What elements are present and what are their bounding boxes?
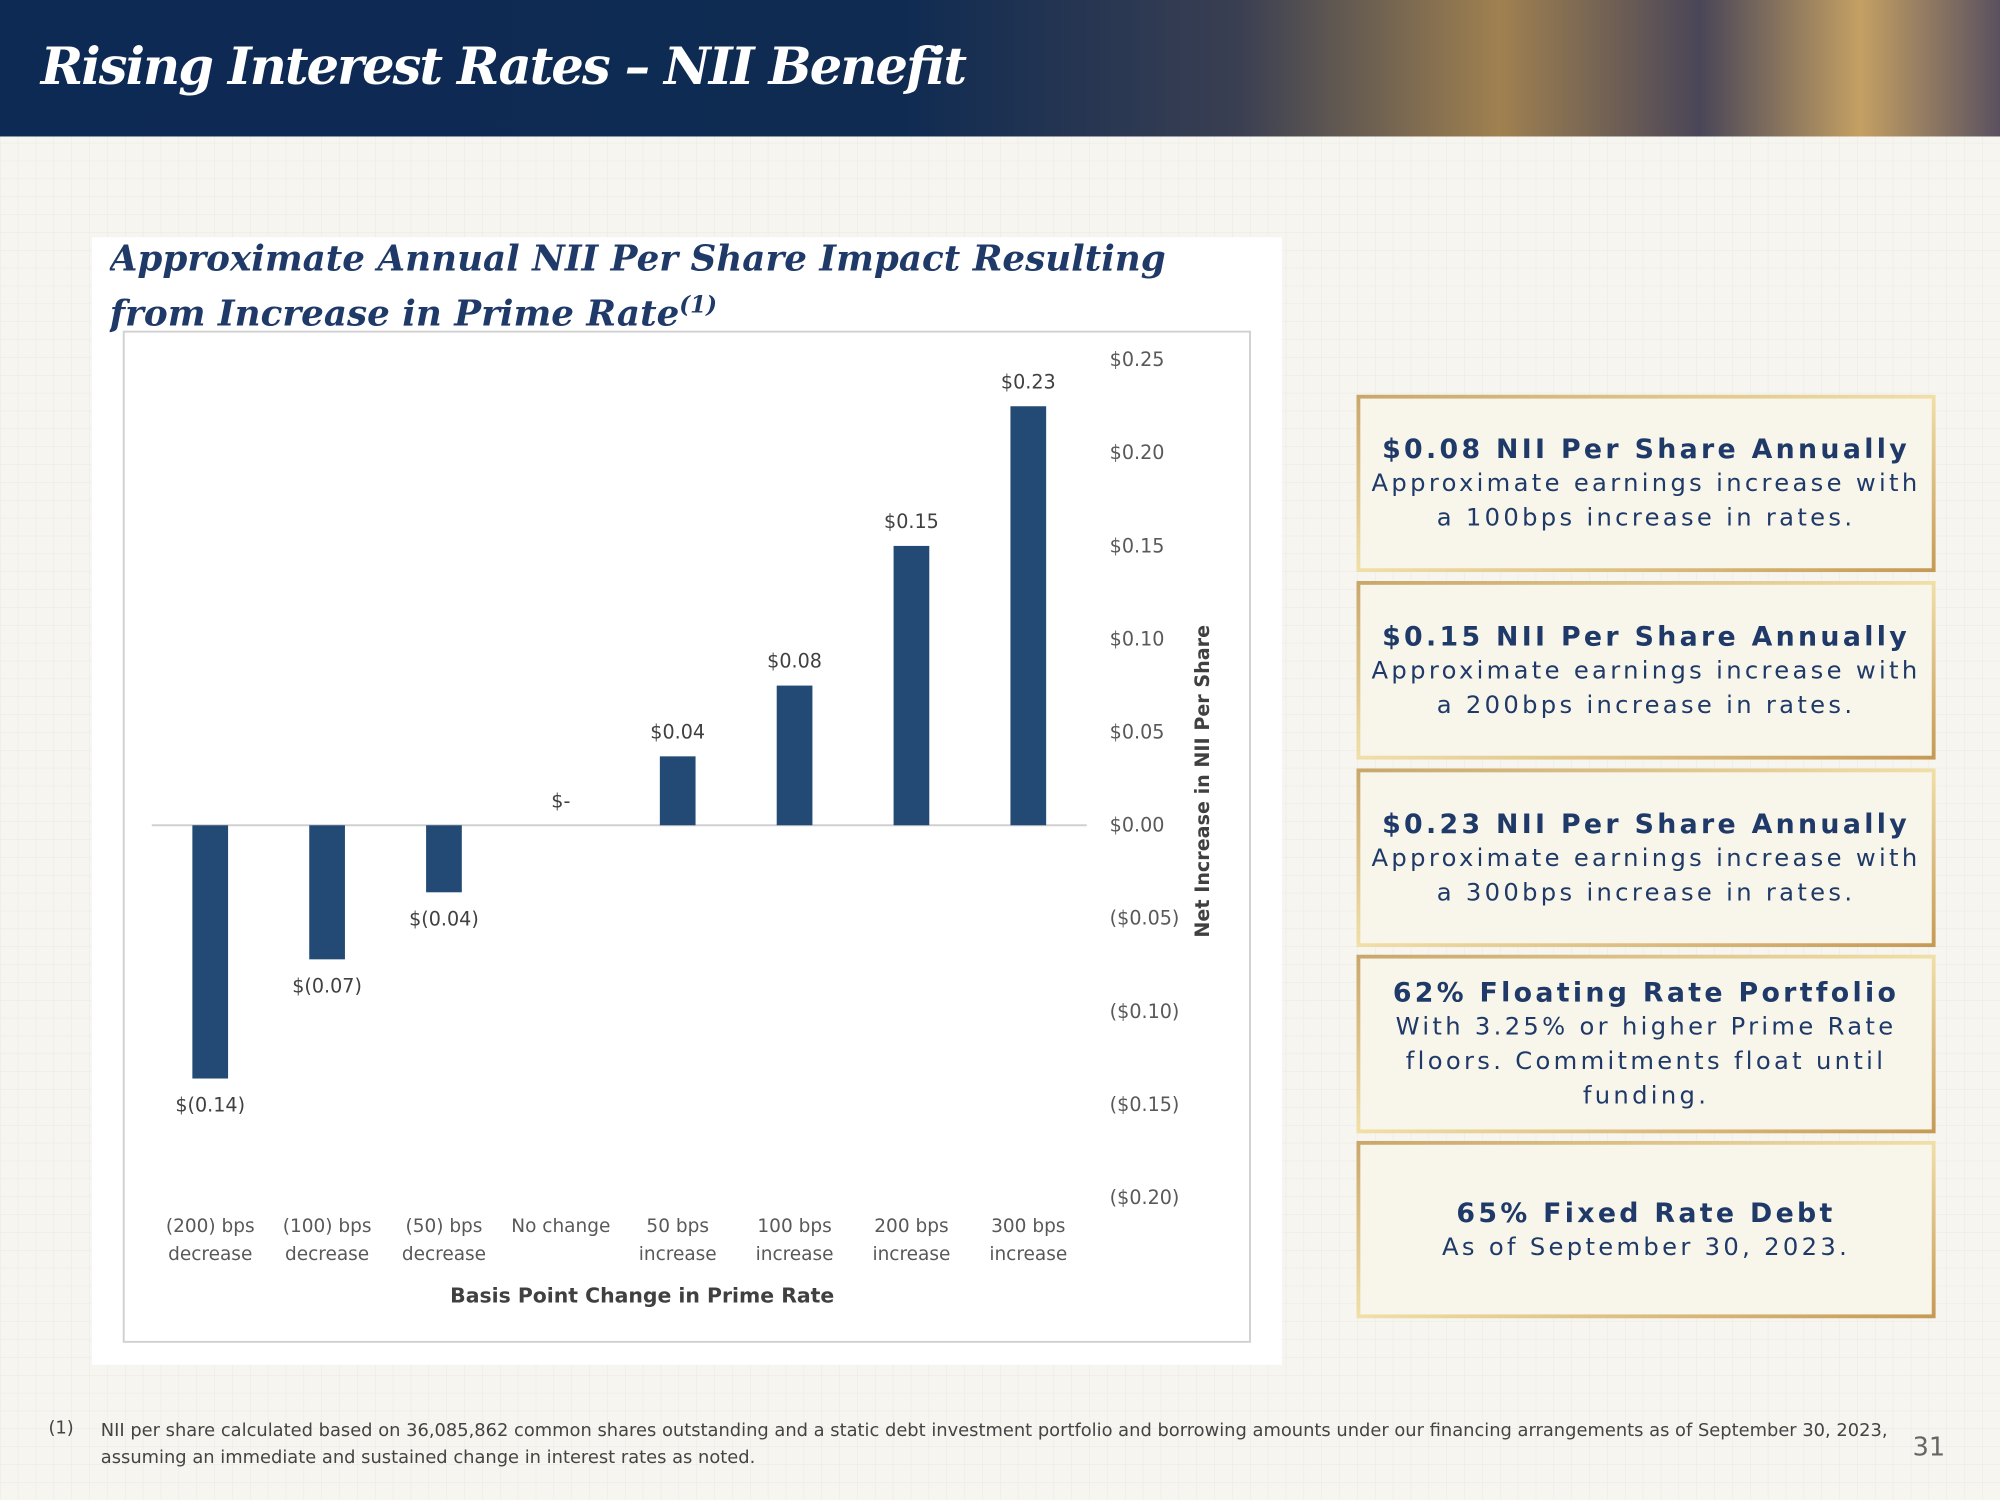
y-tick-label: ($0.10) — [1110, 1000, 1180, 1023]
x-tick-label: 200 bps increase — [872, 1216, 951, 1266]
callout-text: Approximate earnings increase with a 300… — [1371, 843, 1921, 907]
callout-box: $0.23 NII Per Share Annually Approximate … — [1371, 770, 1921, 945]
bar — [776, 685, 813, 826]
callout-heading: 62% Floating Rate Portfolio — [1392, 977, 1900, 1008]
bar — [426, 825, 462, 893]
chart-title: Approximate Annual NII Per Share Impact … — [110, 235, 1232, 337]
y-tick-label: $0.25 — [1110, 348, 1165, 371]
callout-box: $0.08 NII Per Share Annually Approximate … — [1371, 397, 1921, 570]
y-tick-label: ($0.15) — [1110, 1093, 1180, 1116]
x-axis-title: Basis Point Change in Prime Rate — [450, 1283, 834, 1307]
y-axis-title: Net Increase in NII Per Share — [1191, 625, 1214, 938]
value-label: $0.15 — [884, 510, 939, 533]
value-label: $(0.04) — [409, 907, 479, 930]
bar — [1010, 406, 1047, 826]
header-band — [0, 0, 2000, 137]
footnote-marker: (1) — [48, 1418, 74, 1439]
x-tick-label-box: (100) bps decrease — [282, 1216, 372, 1266]
callout-heading: $0.23 NII Per Share Annually — [1382, 808, 1910, 839]
x-tick-label: 300 bps increase — [989, 1216, 1068, 1266]
x-tick-label: No change — [511, 1216, 611, 1238]
x-tick-label-box: (200) bps decrease — [165, 1216, 255, 1266]
plot-frame — [122, 330, 1251, 1343]
chart-title-note: (1) — [679, 292, 718, 319]
footnote-text-box: NII per share calculated based on 36,085… — [100, 1420, 1888, 1469]
x-tick-label-box: (50) bps decrease — [401, 1216, 487, 1266]
callout: 62% Floating Rate Portfolio With 3.25% or… — [1371, 957, 1921, 1132]
callout-border — [1356, 1140, 1936, 1319]
callout-border — [1356, 394, 1936, 573]
bar — [893, 545, 930, 826]
chart-title-box: Approximate Annual NII Per Share Impact … — [110, 235, 1232, 337]
x-tick-label: 50 bps increase — [638, 1216, 717, 1266]
chart-title-text: Approximate Annual NII Per Share Impact … — [109, 237, 1166, 335]
callout-text: Approximate earnings increase with a 200… — [1371, 656, 1921, 719]
x-tick-label-box: 200 bps increase — [872, 1216, 951, 1266]
callout-border — [1356, 580, 1936, 760]
value-label: $(0.14) — [175, 1094, 245, 1117]
value-label: $(0.07) — [292, 975, 362, 998]
x-tick-label: (200) bps decrease — [165, 1216, 255, 1266]
value-label: $- — [551, 789, 570, 812]
callout-box: 65% Fixed Rate Debt As of September 30, 2… — [1371, 1143, 1921, 1316]
y-tick-label: $0.00 — [1110, 814, 1165, 837]
callout-box: $0.15 NII Per Share Annually Approximate … — [1371, 583, 1921, 758]
callout-border — [1356, 768, 1936, 948]
callout-box: 62% Floating Rate Portfolio With 3.25% or… — [1371, 957, 1921, 1132]
y-tick-label: ($0.05) — [1110, 907, 1180, 930]
callout-border — [1356, 954, 1936, 1134]
y-tick-label: $0.15 — [1110, 534, 1165, 557]
callout-heading: $0.08 NII Per Share Annually — [1382, 433, 1910, 465]
bar — [659, 756, 696, 826]
slide-title: Rising Interest Rates – NII Benefit — [39, 37, 968, 97]
callout-heading: $0.15 NII Per Share Annually — [1382, 620, 1910, 652]
callout-text: As of September 30, 2023. — [1441, 1232, 1851, 1261]
callout: $0.15 NII Per Share Annually Approximate … — [1371, 583, 1921, 758]
y-tick-label: ($0.20) — [1110, 1186, 1180, 1209]
x-tick-label-box: 300 bps increase — [989, 1216, 1068, 1266]
value-label: $0.23 — [1001, 370, 1056, 393]
x-tick-label: 100 bps increase — [755, 1216, 834, 1266]
y-tick-label: $0.20 — [1110, 441, 1165, 464]
callout-text: Approximate earnings increase with a 100… — [1371, 469, 1921, 532]
callout: 65% Fixed Rate Debt As of September 30, 2… — [1371, 1143, 1921, 1316]
value-label: $0.04 — [650, 720, 705, 743]
bar — [309, 825, 345, 960]
y-tick-label: $0.05 — [1110, 721, 1165, 744]
x-tick-label: (100) bps decrease — [282, 1216, 372, 1266]
callout-text: With 3.25% or higher Prime Rate floors. … — [1395, 1012, 1897, 1110]
bar — [192, 825, 229, 1079]
footnote-text: NII per share calculated based on 36,085… — [100, 1420, 1888, 1469]
callout: $0.23 NII Per Share Annually Approximate … — [1371, 770, 1921, 945]
value-label: $0.08 — [767, 650, 822, 673]
x-tick-label-box: No change — [511, 1216, 611, 1238]
x-tick-label: (50) bps decrease — [401, 1216, 487, 1266]
x-tick-label-box: 100 bps increase — [755, 1216, 834, 1266]
page-number: 31 — [1913, 1432, 1945, 1462]
callout-heading: 65% Fixed Rate Debt — [1456, 1197, 1836, 1228]
x-tick-label-box: 50 bps increase — [638, 1216, 717, 1266]
footnote-marker-box: (1) — [48, 1418, 74, 1439]
callout: $0.08 NII Per Share Annually Approximate … — [1371, 397, 1921, 570]
y-tick-label: $0.10 — [1110, 627, 1165, 650]
